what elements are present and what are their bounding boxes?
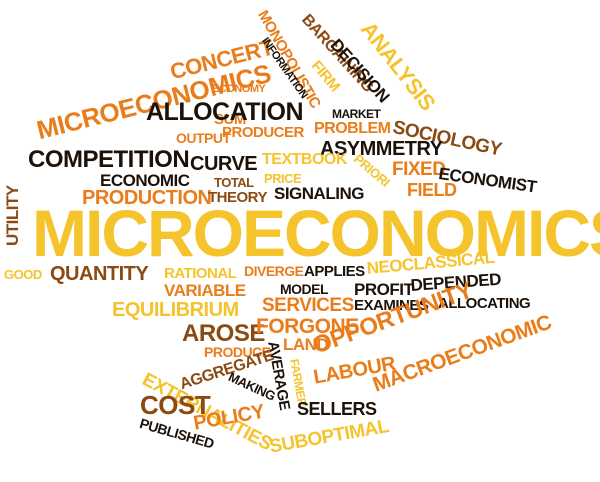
word-rational: RATIONAL (164, 265, 237, 282)
word-allocation: ALLOCATION (146, 98, 304, 126)
word-signaling: SIGNALING (274, 184, 364, 203)
word-variable: VARIABLE (164, 281, 246, 300)
word-forgone: FORGONE (256, 315, 359, 338)
word-fixed: FIXED (392, 159, 446, 180)
word-field: FIELD (407, 180, 457, 200)
word-examines: EXAMINES (354, 297, 429, 314)
word-producer: PRODUCER (222, 124, 304, 141)
word-utility: UTILITY (3, 185, 22, 246)
word-profit: PROFIT (354, 280, 414, 299)
word-economy: ECONOMY (212, 83, 266, 95)
word-sellers: SELLERS (297, 399, 377, 419)
word-output: OUTPUT (176, 130, 231, 146)
word-market: MARKET (332, 107, 381, 121)
word-cost: COST (140, 390, 211, 420)
word-competition: COMPETITION (28, 146, 190, 173)
word-quantity: QUANTITY (50, 263, 149, 285)
word-total: TOTAL (214, 175, 254, 190)
word-good: GOOD (4, 267, 42, 282)
word-land: LAND (283, 335, 329, 354)
word-theory: THEORY (208, 189, 267, 206)
word-equilibrium: EQUILIBRIUM (112, 299, 239, 321)
word-produce: PRODUCE (204, 344, 271, 360)
word-services: SERVICES (262, 295, 354, 316)
word-problem: PROBLEM (314, 120, 391, 137)
word-textbook: TEXTBOOK (262, 151, 347, 168)
word-microeconomics-main: MICROECONOMICS (32, 196, 600, 270)
word-price: PRICE (264, 171, 302, 186)
word-suboptimal: SUBOPTIMAL (267, 416, 391, 458)
word-diverge: DIVERGE (244, 263, 304, 279)
word-curve: CURVE (190, 153, 258, 175)
word-asymmetry: ASYMMETRY (320, 138, 443, 160)
word-allocating: ALLOCATING (438, 295, 531, 312)
word-arose: AROSE (182, 320, 265, 347)
word-applies: APPLIES (304, 263, 365, 280)
word-production: PRODUCTION (82, 187, 212, 209)
word-model: MODEL (280, 281, 329, 297)
word-sum: SUM (214, 111, 246, 128)
word-economic: ECONOMIC (100, 171, 190, 190)
